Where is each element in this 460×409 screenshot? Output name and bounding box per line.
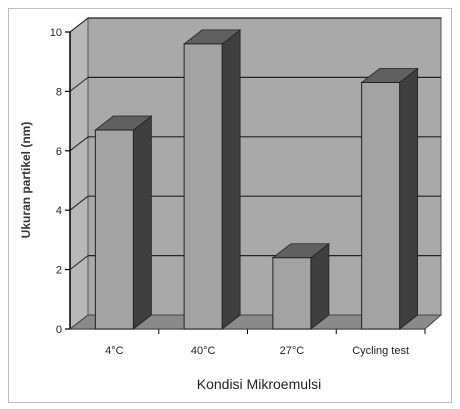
bar-front — [183, 43, 223, 330]
y-tick-label: 4 — [56, 205, 62, 217]
gridline-side — [69, 136, 89, 152]
bar — [271, 242, 331, 330]
bar-side — [132, 115, 152, 330]
y-tick-label: 6 — [56, 146, 62, 158]
x-category-label: 40°C — [191, 345, 216, 357]
chart-bars — [94, 29, 419, 330]
bar-side — [310, 242, 330, 330]
y-tick-label: 0 — [56, 324, 62, 336]
gridline-side — [69, 195, 89, 211]
bar-side — [399, 67, 419, 330]
bar — [360, 67, 419, 330]
x-category-labels: 4°C 40°C 27°C Cycling test — [105, 345, 409, 357]
y-tick-label: 10 — [50, 27, 62, 39]
bar-front — [361, 81, 401, 330]
y-axis-title: Ukuran partikel (nm) — [19, 122, 33, 239]
gridline-side — [69, 17, 89, 33]
x-category-label: Cycling test — [352, 345, 409, 357]
y-tick-labels: 0 2 4 6 8 10 — [50, 27, 62, 336]
gridline-side — [69, 255, 89, 270]
y-tick-label: 2 — [56, 265, 62, 277]
y-tick-label: 8 — [56, 86, 62, 98]
bar-side — [221, 29, 241, 330]
side-wall — [69, 16, 89, 331]
x-category-label: 27°C — [280, 345, 305, 357]
bar — [182, 29, 242, 330]
bar-front — [272, 257, 312, 330]
bar — [94, 115, 153, 330]
gridline-side — [69, 77, 89, 92]
x-category-label: 4°C — [105, 345, 124, 357]
bar-front — [94, 129, 134, 330]
x-axis-title: Kondisi Mikroemulsi — [197, 376, 321, 392]
